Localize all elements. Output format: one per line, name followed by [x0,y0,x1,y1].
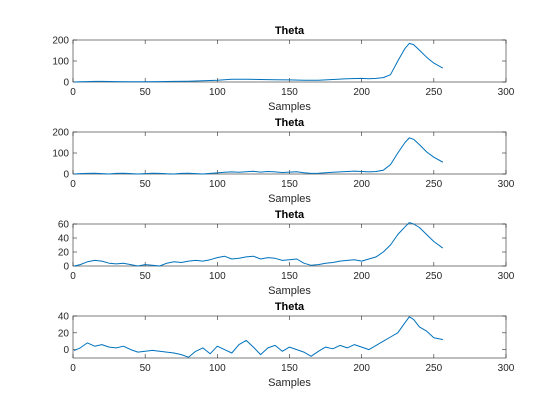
subplot-4-xtick-label-6: 300 [498,363,515,374]
subplot-3: Theta Samples 0 50 100 150 200 250 300 0 20 40 60 [58,209,515,297]
subplot-1-xtick-label-3: 150 [281,87,298,98]
subplot-1-xtick-label-0: 0 [70,87,76,98]
subplot-4-axes: 0 50 100 150 200 250 300 0 20 40 [58,312,515,375]
subplot-4-xtick-label-1: 50 [140,363,152,374]
subplot-2-axes: 0 50 100 150 200 250 300 0 100 200 [52,128,514,191]
subplot-3-ytick-label-2: 40 [58,234,70,245]
subplot-1-xtick-label-4: 200 [353,87,370,98]
subplot-4-ytick-label-1: 20 [58,328,70,339]
subplot-2-xtick-label-3: 150 [281,179,298,190]
subplot-4-series-line-0 [73,316,443,358]
subplot-1-series [73,42,443,83]
subplot-1-ytick-label-2: 200 [52,36,69,47]
subplot-1-xtick-label-6: 300 [498,87,515,98]
subplot-3-axes: 0 50 100 150 200 250 300 0 20 40 60 [58,220,515,283]
subplot-4-ytick-label-0: 0 [63,345,69,356]
subplot-4-xtick-label-2: 100 [209,363,226,374]
subplot-4-xtick-label-3: 150 [281,363,298,374]
subplot-2-xtick-label-1: 50 [140,179,152,190]
subplot-3-xtick-label-6: 300 [498,271,515,282]
subplot-3-ytick-label-0: 0 [63,262,69,273]
subplot-2-xtick-label-0: 0 [70,179,76,190]
subplot-3-series [73,222,443,267]
subplot-1-series-line-0 [73,42,443,83]
subplot-3-series-line-0 [73,222,443,267]
subplot-3-xtick-label-4: 200 [353,271,370,282]
subplot-3-xtick-label-2: 100 [209,271,226,282]
subplot-2-xlabel: Samples [268,193,311,205]
subplot-1-xtick-label-2: 100 [209,87,226,98]
subplot-3-ytick-label-1: 20 [58,248,70,259]
subplot-1: Theta Samples 0 50 100 150 200 250 300 0 100 200 [52,25,514,113]
subplot-2-ytick-label-1: 100 [52,149,69,160]
subplot-4-title: Theta [275,301,305,313]
subplot-4-ytick-label-2: 40 [58,312,70,323]
subplot-3-xlabel: Samples [268,285,311,297]
subplot-4: Theta Samples 0 50 100 150 200 250 300 0 20 40 [58,301,515,389]
subplot-2-title: Theta [275,117,305,129]
subplot-2-ytick-label-2: 200 [52,128,69,139]
subplot-3-xtick-label-0: 0 [70,271,76,282]
subplot-3-ytick-label-3: 60 [58,220,70,231]
subplot-2-xtick-label-2: 100 [209,179,226,190]
subplot-1-axes: 0 50 100 150 200 250 300 0 100 200 [52,36,514,99]
subplot-2-ytick-label-0: 0 [63,170,69,181]
subplot-4-series [73,316,443,358]
subplot-2: Theta Samples 0 50 100 150 200 250 300 0 100 200 [52,117,514,205]
subplot-2-xtick-label-6: 300 [498,179,515,190]
subplot-1-ytick-label-1: 100 [52,57,69,68]
subplot-3-xtick-label-1: 50 [140,271,152,282]
subplot-2-xtick-label-5: 250 [425,179,442,190]
subplot-1-title: Theta [275,25,305,37]
subplot-2-xtick-label-4: 200 [353,179,370,190]
subplot-3-xtick-label-5: 250 [425,271,442,282]
subplot-3-xtick-label-3: 150 [281,271,298,282]
subplot-3-title: Theta [275,209,305,221]
subplot-1-xtick-label-5: 250 [425,87,442,98]
subplot-2-series-line-0 [73,137,443,175]
subplot-4-xtick-label-5: 250 [425,363,442,374]
subplot-2-series [73,137,443,175]
subplot-4-xtick-label-0: 0 [70,363,76,374]
subplot-4-xlabel: Samples [268,377,311,389]
subplot-1-ytick-label-0: 0 [63,78,69,89]
subplot-1-xtick-label-1: 50 [140,87,152,98]
subplot-1-xlabel: Samples [268,101,311,113]
subplot-4-xtick-label-4: 200 [353,363,370,374]
